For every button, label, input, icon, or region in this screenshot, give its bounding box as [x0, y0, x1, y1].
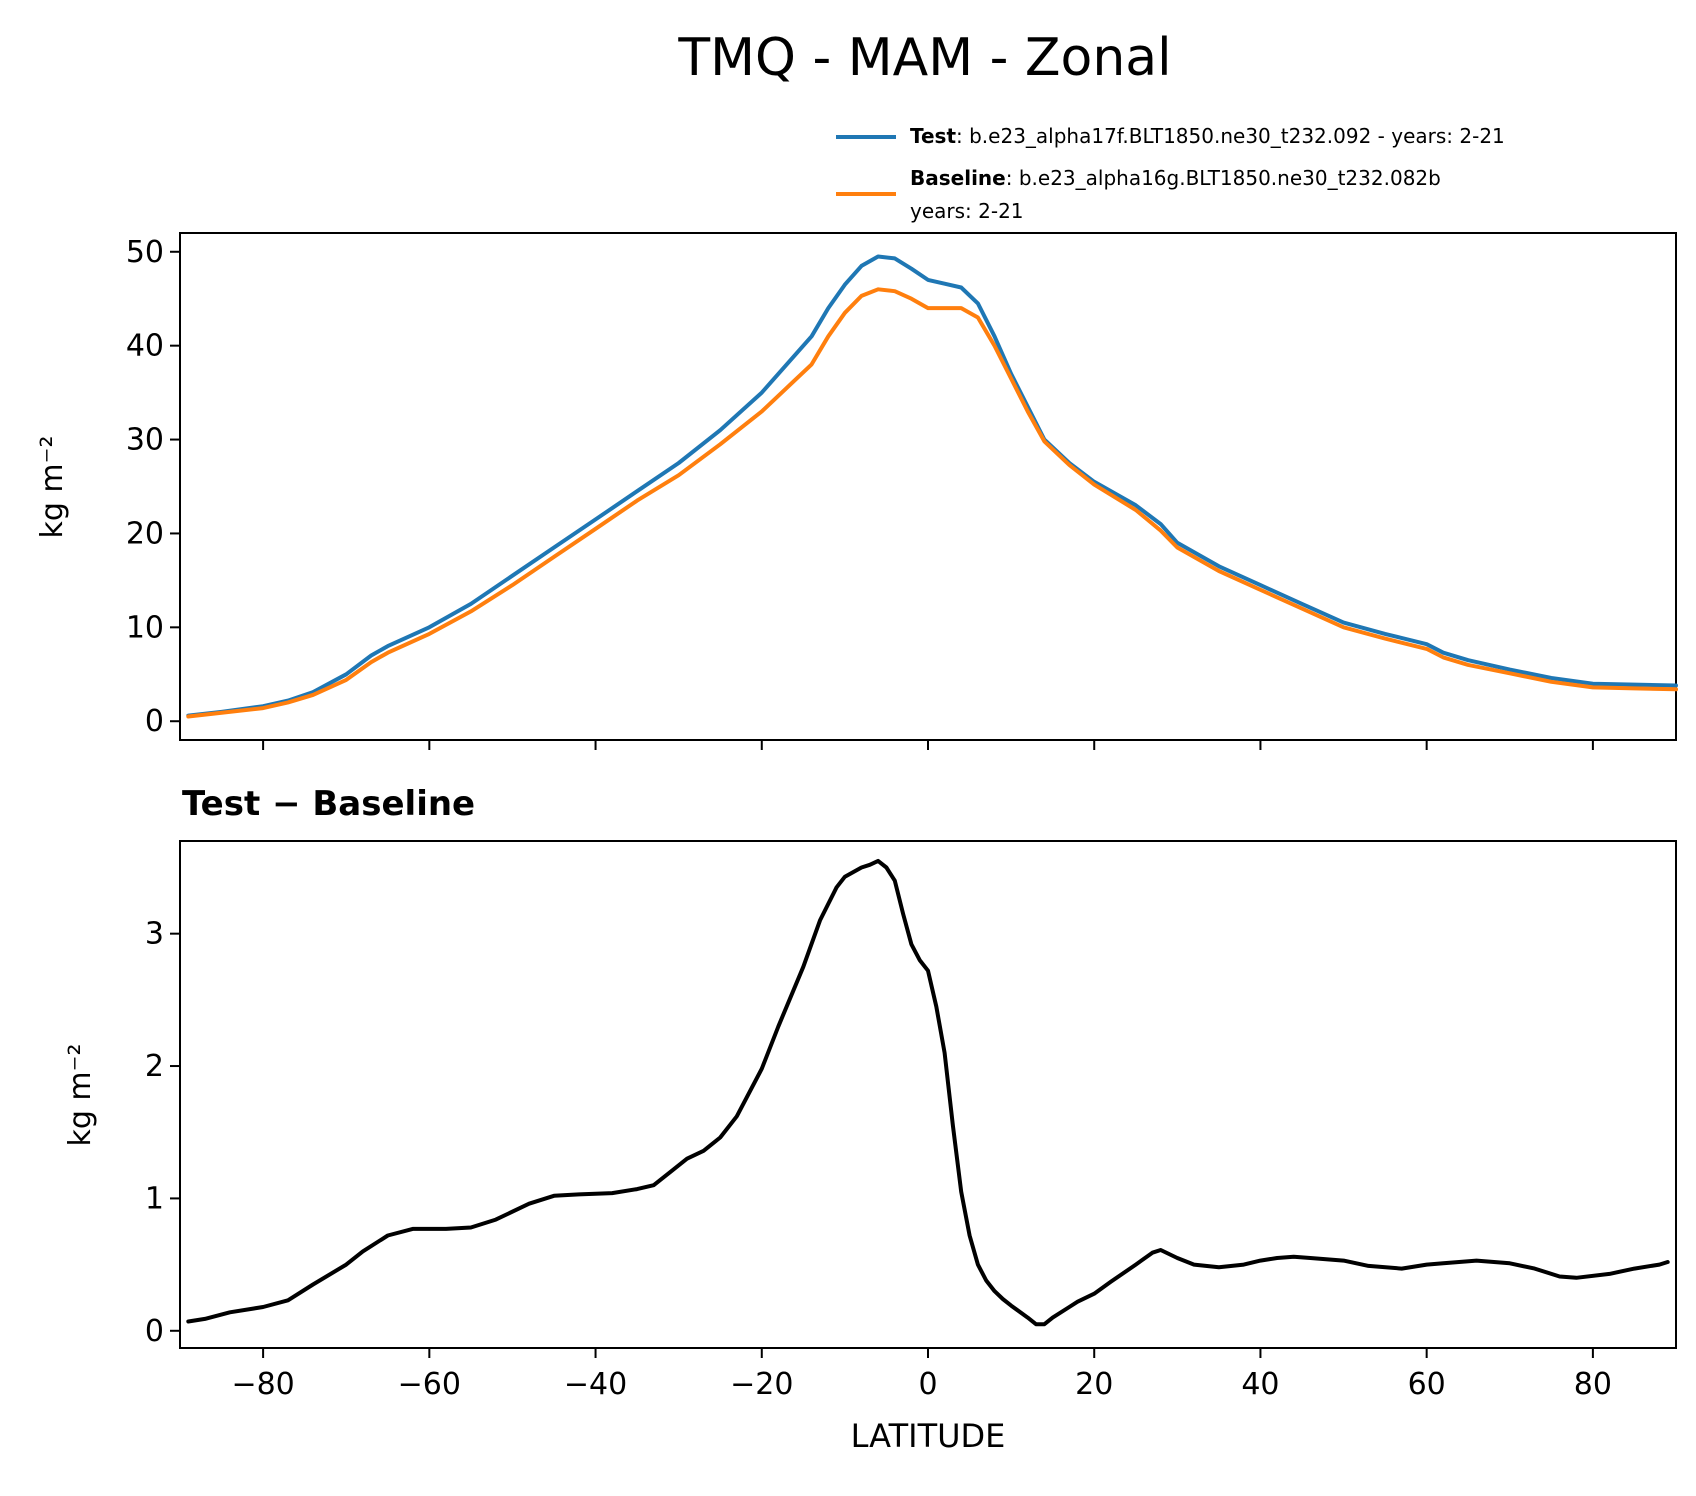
panel-bottom-xtick-label: −20: [730, 1367, 793, 1402]
panel-bottom-xticks: −80 −60 −40 −20 0 20 40 60 80: [231, 1348, 1612, 1402]
panel-bottom-ytick-label: 2: [145, 1049, 164, 1084]
panel-top-ytick-label: 20: [126, 516, 164, 551]
legend-label-baseline: Baseline: b.e23_alpha16g.BLT1850.ne30_t2…: [910, 166, 1441, 190]
panel-bottom-xtick-label: 60: [1408, 1367, 1446, 1402]
panel-top-series-line-test: [186, 254, 1678, 718]
panel-bottom-ytick-label: 0: [145, 1314, 164, 1349]
panel-bottom-ytick-label: 3: [145, 917, 164, 952]
panel-top-ytick-label: 0: [145, 704, 164, 739]
legend-label-baseline-bold: Baseline: [910, 166, 1006, 190]
panel-top-ytick-label: 30: [126, 423, 164, 458]
panel-top-xticks: [262, 740, 1594, 750]
panel-top-ylabel: kg m⁻²: [35, 435, 70, 538]
legend: Test: b.e23_alpha17f.BLT1850.ne30_t232.0…: [836, 124, 1505, 223]
panel-top-yticks: 0 10 20 30 40 50: [126, 235, 180, 739]
panel-bottom-xtick-label: 0: [918, 1367, 937, 1402]
panel-bottom-xtick-label: −80: [231, 1367, 294, 1402]
panel-top-ytick-label: 40: [126, 329, 164, 364]
panel-bottom-xtick-label: 40: [1241, 1367, 1279, 1402]
panel-bottom-title: Test − Baseline: [182, 784, 475, 824]
panel-bottom-yticks: 0 1 2 3: [145, 917, 180, 1349]
panel-top-ytick-label: 10: [126, 610, 164, 645]
panel-bottom-series-line-difference: [186, 858, 1670, 1327]
panel-bottom-xtick-label: 80: [1574, 1367, 1612, 1402]
panel-top-series-line-baseline: [186, 287, 1678, 719]
panel-top-ytick-label: 50: [126, 235, 164, 270]
panel-bottom-ytick-label: 1: [145, 1181, 164, 1216]
legend-label-test-bold: Test: [910, 124, 956, 148]
panel-bottom-ylabel: kg m⁻²: [63, 1043, 98, 1146]
legend-label-baseline-line2: years: 2-21: [910, 199, 1024, 223]
panel-top-lines: [186, 254, 1678, 719]
legend-label-baseline-rest: : b.e23_alpha16g.BLT1850.ne30_t232.082b: [1006, 166, 1441, 190]
panel-bottom: Test − Baseline 0 1 2 3 −80 −60 −40 −20 0 20 40 60…: [63, 784, 1677, 1455]
panel-bottom-xtick-label: −40: [564, 1367, 627, 1402]
panel-top: 0 10 20 30 40 50 kg m⁻²: [35, 232, 1678, 750]
panel-bottom-xtick-label: −60: [398, 1367, 461, 1402]
panel-bottom-xlabel: LATITUDE: [851, 1417, 1006, 1455]
legend-label-test-rest: : b.e23_alpha17f.BLT1850.ne30_t232.092 -…: [956, 124, 1505, 148]
legend-label-test: Test: b.e23_alpha17f.BLT1850.ne30_t232.0…: [910, 124, 1505, 148]
figure-title: TMQ - MAM - Zonal: [677, 28, 1171, 88]
panel-bottom-xtick-label: 20: [1075, 1367, 1113, 1402]
panel-bottom-lines: [186, 858, 1670, 1327]
